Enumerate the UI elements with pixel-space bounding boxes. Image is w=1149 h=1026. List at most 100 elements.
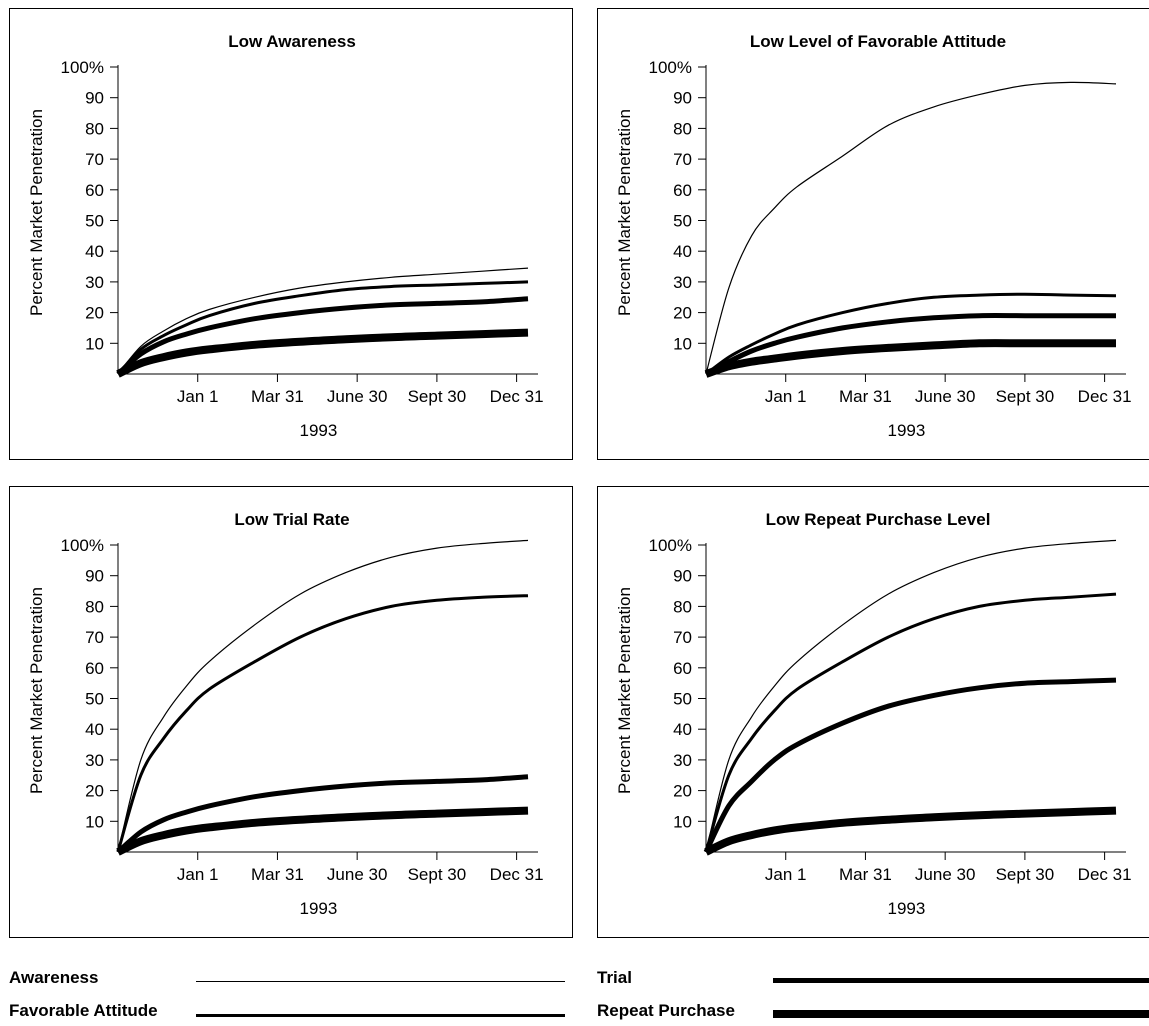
y-tick-label: 10	[673, 812, 692, 831]
x-tick-label: Dec 31	[1078, 865, 1132, 884]
series-line-repeat-purchase	[116, 806, 529, 856]
x-tick-label: June 30	[915, 865, 976, 884]
y-tick-label: 20	[85, 304, 104, 323]
y-tick-label: 90	[85, 567, 104, 586]
series-line-awareness	[117, 539, 529, 853]
x-tick-label: Sept 30	[996, 865, 1055, 884]
chart-title: Low Level of Favorable Attitude	[750, 32, 1006, 51]
series-line-favorable-attitude	[116, 280, 529, 376]
y-tick-label: 70	[673, 628, 692, 647]
chart-title: Low Trial Rate	[234, 510, 349, 529]
legend-swatch-trial	[773, 978, 1149, 983]
y-axis-title: Percent Market Penetration	[27, 587, 46, 794]
y-axis-title: Percent Market Penetration	[615, 587, 634, 794]
x-tick-label: Jan 1	[177, 387, 219, 406]
y-tick-label: 60	[85, 181, 104, 200]
y-tick-label: 70	[85, 628, 104, 647]
y-axis-title: Percent Market Penetration	[615, 109, 634, 316]
x-tick-label: Dec 31	[1078, 387, 1132, 406]
legend-swatch-awareness	[196, 981, 565, 982]
y-tick-label: 100%	[61, 536, 104, 555]
chart-title: Low Repeat Purchase Level	[766, 510, 991, 529]
chart-panel-low-trial-rate: Low Trial Rate 100% 90 80 70 60 50 40 30 20 10 Jan …	[9, 486, 573, 938]
y-tick-label: 70	[85, 150, 104, 169]
x-tick-label: Sept 30	[996, 387, 1055, 406]
x-tick-label: Dec 31	[490, 387, 544, 406]
legend-swatch-repeat-purchase	[773, 1010, 1149, 1018]
y-tick-label: 50	[85, 212, 104, 231]
series-line-favorable-attitude	[705, 292, 1117, 376]
legend-label-repeat-purchase: Repeat Purchase	[597, 1001, 735, 1020]
x-tick-label: June 30	[327, 865, 388, 884]
y-tick-label: 40	[673, 242, 692, 261]
x-tick-label: Jan 1	[765, 865, 807, 884]
x-tick-label: Jan 1	[177, 865, 219, 884]
x-axis-title: 1993	[888, 421, 926, 440]
series-line-awareness	[705, 539, 1117, 853]
series-line-favorable-attitude	[704, 592, 1117, 853]
y-tick-label: 40	[85, 720, 104, 739]
y-tick-label: 30	[85, 273, 104, 292]
y-tick-label: 80	[673, 597, 692, 616]
y-tick-label: 50	[85, 690, 104, 709]
legend-label-favorable-attitude: Favorable Attitude	[9, 1001, 158, 1020]
x-tick-label: Mar 31	[839, 865, 892, 884]
y-tick-label: 30	[85, 751, 104, 770]
series-line-trial	[116, 296, 529, 376]
chart-panel-low-awareness: Low Awareness 100% 90 80 70 60 50 40 30 20 10 Jan 1…	[9, 8, 573, 460]
chart-title: Low Awareness	[228, 32, 356, 51]
y-tick-label: 60	[85, 659, 104, 678]
y-tick-label: 50	[673, 212, 692, 231]
x-tick-label: Mar 31	[251, 387, 304, 406]
x-tick-label: June 30	[327, 387, 388, 406]
series-line-repeat-purchase	[704, 339, 1116, 378]
x-tick-label: Sept 30	[408, 387, 467, 406]
x-tick-label: June 30	[915, 387, 976, 406]
legend-label-awareness: Awareness	[9, 968, 99, 987]
y-tick-label: 30	[673, 751, 692, 770]
y-tick-label: 50	[673, 690, 692, 709]
line-chart: Low Awareness 100% 90 80 70 60 50 40 30 20 10 Jan 1…	[27, 32, 544, 440]
y-tick-label: 40	[85, 242, 104, 261]
chart-panel-low-repeat-purchase: Low Repeat Purchase Level 100% 90 80 70 60 50 4…	[597, 486, 1149, 938]
y-tick-label: 60	[673, 659, 692, 678]
x-axis-title: 1993	[300, 899, 338, 918]
line-chart: Low Level of Favorable Attitude 100% 90 80 7…	[615, 32, 1132, 440]
series-line-awareness	[705, 81, 1117, 375]
y-tick-label: 90	[673, 567, 692, 586]
x-axis-title: 1993	[888, 899, 926, 918]
x-tick-label: Sept 30	[408, 865, 467, 884]
line-chart: Low Trial Rate 100% 90 80 70 60 50 40 30 20 10 Jan …	[27, 510, 544, 918]
y-tick-label: 100%	[61, 58, 104, 77]
y-tick-label: 80	[85, 597, 104, 616]
y-tick-label: 100%	[649, 58, 692, 77]
series-line-trial	[703, 677, 1117, 854]
x-tick-label: Mar 31	[839, 387, 892, 406]
y-tick-label: 80	[673, 119, 692, 138]
line-chart: Low Repeat Purchase Level 100% 90 80 70 60 50 4…	[615, 510, 1132, 918]
y-tick-label: 10	[85, 334, 104, 353]
y-tick-label: 60	[673, 181, 692, 200]
legend-swatch-favorable-attitude	[196, 1014, 565, 1017]
y-tick-label: 20	[673, 304, 692, 323]
y-tick-label: 100%	[649, 536, 692, 555]
y-tick-label: 90	[85, 89, 104, 108]
y-tick-label: 20	[673, 782, 692, 801]
x-tick-label: Dec 31	[490, 865, 544, 884]
y-tick-label: 80	[85, 119, 104, 138]
chart-panel-low-favorable-attitude: Low Level of Favorable Attitude 100% 90 80 7…	[597, 8, 1149, 460]
series-line-trial	[704, 313, 1116, 377]
y-tick-label: 30	[673, 273, 692, 292]
y-tick-label: 20	[85, 782, 104, 801]
y-axis-title: Percent Market Penetration	[27, 109, 46, 316]
y-tick-label: 10	[85, 812, 104, 831]
x-tick-label: Mar 31	[251, 865, 304, 884]
series-line-repeat-purchase	[704, 806, 1117, 856]
y-tick-label: 90	[673, 89, 692, 108]
y-tick-label: 70	[673, 150, 692, 169]
x-axis-title: 1993	[300, 421, 338, 440]
series-line-repeat-purchase	[116, 328, 529, 378]
series-line-awareness	[117, 267, 529, 375]
series-line-trial	[116, 774, 529, 854]
y-tick-label: 10	[673, 334, 692, 353]
